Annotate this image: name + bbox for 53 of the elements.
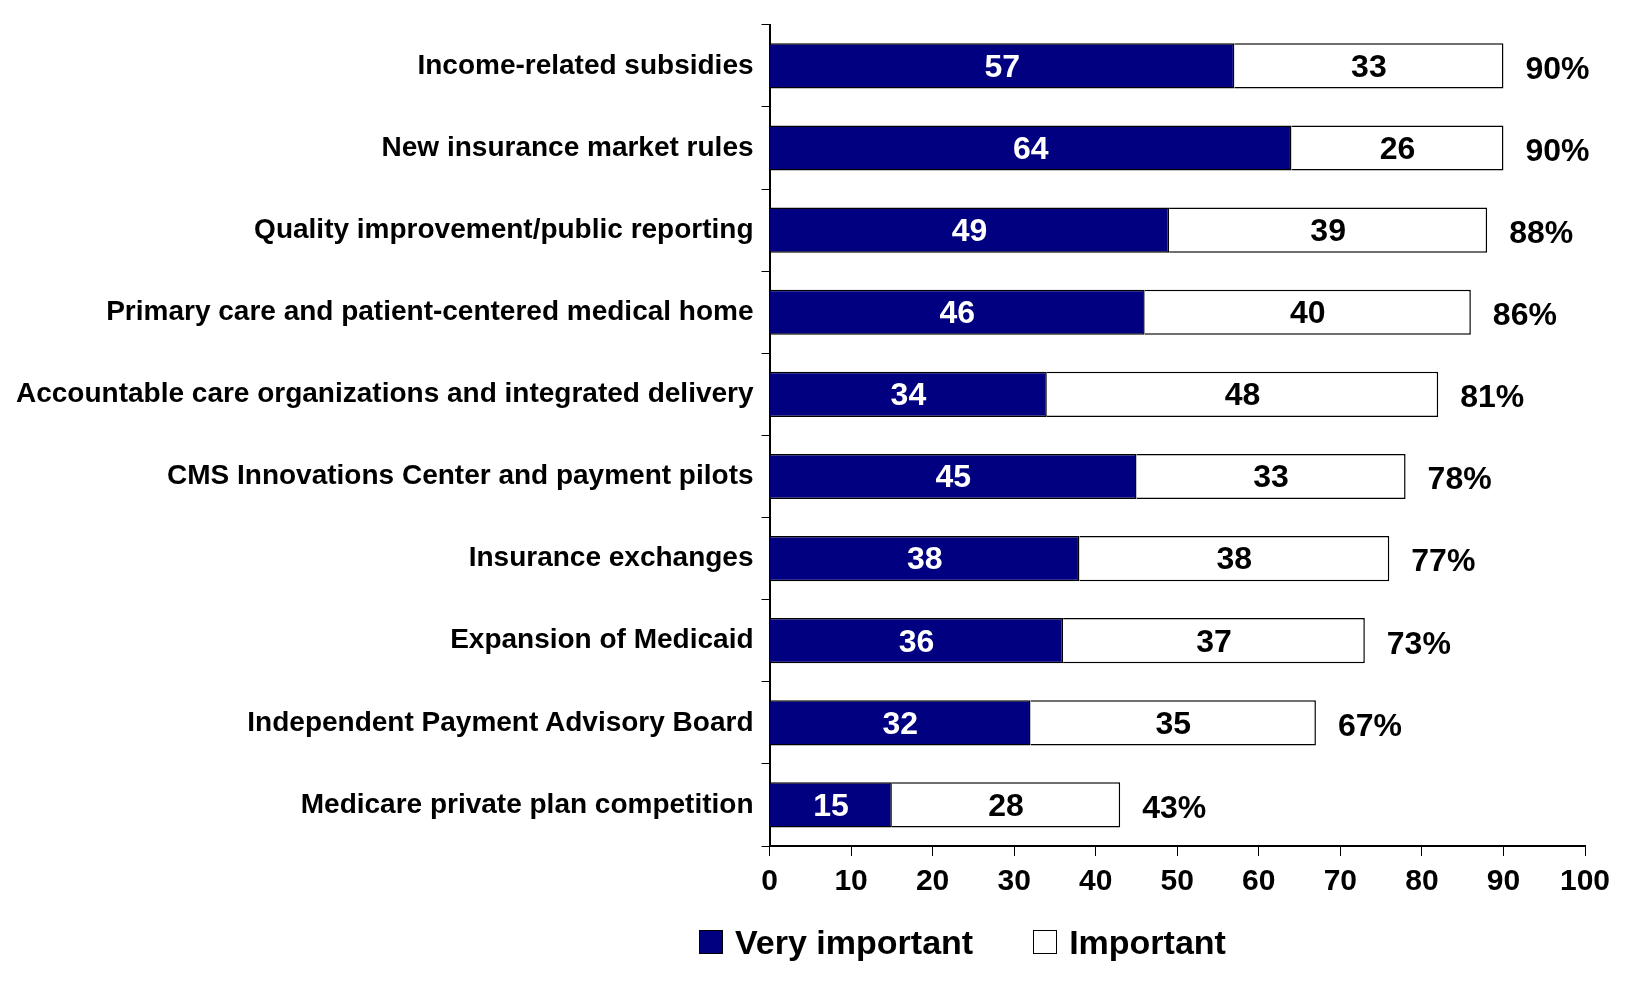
total-label: 43% bbox=[1142, 788, 1207, 825]
total-label: 78% bbox=[1427, 460, 1492, 497]
total-label: 67% bbox=[1337, 706, 1402, 743]
data-label: 33 bbox=[1351, 47, 1387, 84]
data-label: 38 bbox=[906, 540, 943, 577]
data-label: 28 bbox=[988, 786, 1024, 823]
data-label: 57 bbox=[984, 47, 1020, 84]
y-tick-label: Accountable care organizations and integrated delivery bbox=[16, 377, 754, 409]
data-label: 26 bbox=[1379, 129, 1416, 166]
data-label: 48 bbox=[1224, 376, 1261, 413]
data-label: 46 bbox=[939, 294, 976, 331]
legend-label: Very important bbox=[735, 922, 974, 962]
total-label: 77% bbox=[1411, 542, 1476, 579]
x-tick-label: 80 bbox=[1405, 863, 1439, 897]
y-tick-label: Insurance exchanges bbox=[468, 541, 754, 573]
data-label: 49 bbox=[951, 211, 988, 248]
data-label: 39 bbox=[1310, 211, 1346, 248]
y-tick-label: Primary care and patient-centered medical home bbox=[106, 294, 754, 326]
x-tick-label: 40 bbox=[1079, 863, 1113, 897]
data-label: 32 bbox=[882, 704, 919, 741]
data-label: 64 bbox=[1012, 129, 1049, 166]
total-label: 90% bbox=[1525, 49, 1590, 86]
data-label: 38 bbox=[1216, 540, 1253, 577]
y-tick-label: Income-related subsidies bbox=[417, 48, 754, 80]
data-label: 45 bbox=[935, 458, 972, 495]
y-tick-label: Expansion of Medicaid bbox=[450, 623, 754, 655]
y-tick-label: CMS Innovations Center and payment pilots bbox=[167, 459, 754, 491]
total-label: 88% bbox=[1509, 213, 1574, 250]
y-tick-label: Quality improvement/public reporting bbox=[254, 212, 754, 244]
data-label: 35 bbox=[1155, 704, 1191, 741]
x-tick-label: 30 bbox=[997, 863, 1031, 897]
y-tick-label: Medicare private plan competition bbox=[300, 787, 754, 819]
x-tick-label: 10 bbox=[834, 863, 868, 897]
data-label: 34 bbox=[890, 376, 927, 413]
text: Important bbox=[1069, 922, 1226, 962]
x-tick-label: 60 bbox=[1242, 863, 1276, 897]
total-label: 81% bbox=[1460, 378, 1525, 415]
data-label: 33 bbox=[1253, 458, 1289, 495]
x-tick-label: 90 bbox=[1486, 863, 1521, 897]
data-label: 37 bbox=[1196, 622, 1232, 659]
x-tick-label: 0 bbox=[761, 863, 778, 897]
data-label: 15 bbox=[813, 786, 849, 823]
x-tick-label: 70 bbox=[1323, 863, 1358, 897]
x-tick-label: 50 bbox=[1160, 863, 1194, 897]
total-label: 86% bbox=[1492, 296, 1557, 333]
x-tick-label: 100 bbox=[1559, 863, 1611, 897]
data-label: 36 bbox=[898, 622, 935, 659]
y-tick-label: Independent Payment Advisory Board bbox=[247, 705, 754, 737]
data-label: 40 bbox=[1289, 294, 1326, 331]
total-label: 73% bbox=[1386, 624, 1451, 661]
x-tick-label: 20 bbox=[915, 863, 950, 897]
total-label: 90% bbox=[1525, 131, 1590, 168]
y-tick-label: New insurance market rules bbox=[381, 130, 754, 162]
